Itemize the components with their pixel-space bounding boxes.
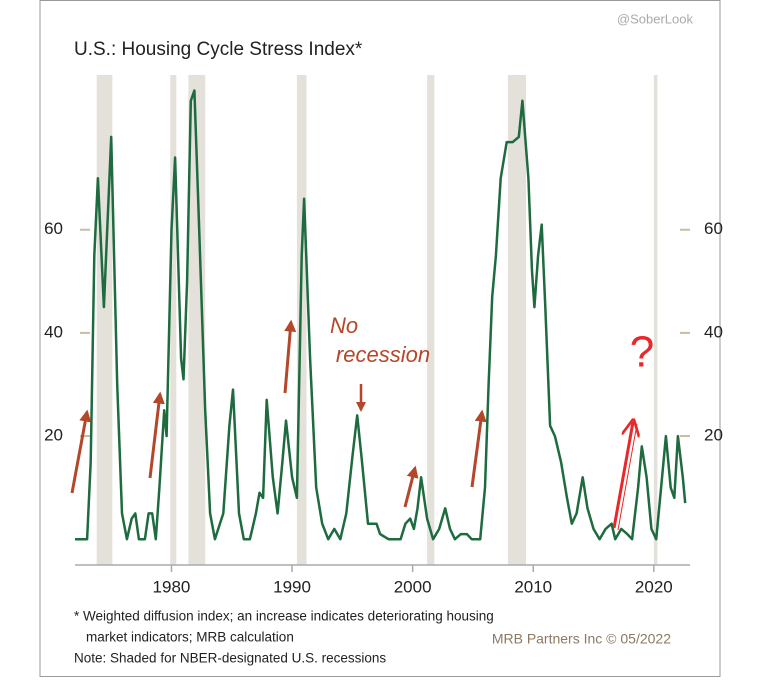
chart-title: U.S.: Housing Cycle Stress Index*: [74, 39, 363, 60]
y-tick-label: 20: [44, 426, 63, 445]
annotation: No: [330, 313, 358, 338]
arrow: [612, 422, 633, 529]
recession-band: [188, 75, 206, 565]
y-tick-label: 40: [704, 322, 723, 341]
arrow: [148, 391, 165, 479]
x-tick-label: 2020: [635, 577, 673, 596]
y-tick-label: 40: [44, 322, 63, 341]
arrow: [70, 409, 92, 494]
recession-band: [170, 75, 177, 565]
x-tick-label: 1990: [273, 577, 311, 596]
x-tick-label: 2010: [514, 577, 552, 596]
recession-band: [427, 75, 435, 565]
footnote: Note: Shaded for NBER-designated U.S. re…: [74, 651, 386, 666]
recession-band: [653, 75, 658, 565]
watermark: @SoberLook: [617, 11, 694, 26]
source: MRB Partners Inc © 05/2022: [492, 631, 671, 647]
stress-index-line: [75, 89, 687, 541]
frame: [39, 0, 721, 677]
x-tick-label: 2000: [394, 577, 432, 596]
annotation: ?: [630, 328, 654, 377]
recession-band: [507, 75, 526, 565]
annotation: recession: [336, 342, 430, 367]
arrow: [470, 409, 487, 488]
x-tick-label: 1980: [153, 577, 191, 596]
y-tick-label: 60: [44, 219, 63, 238]
arrow: [617, 423, 638, 531]
arrow: [283, 319, 297, 394]
footnote: * Weighted diffusion index; an increase …: [74, 609, 494, 624]
y-tick-label: 60: [704, 219, 723, 238]
arrows: [70, 319, 638, 531]
recession-band: [296, 75, 307, 565]
y-tick-label: 20: [704, 426, 723, 445]
arrow: [403, 465, 419, 508]
footnote: market indicators; MRB calculation: [86, 630, 294, 645]
